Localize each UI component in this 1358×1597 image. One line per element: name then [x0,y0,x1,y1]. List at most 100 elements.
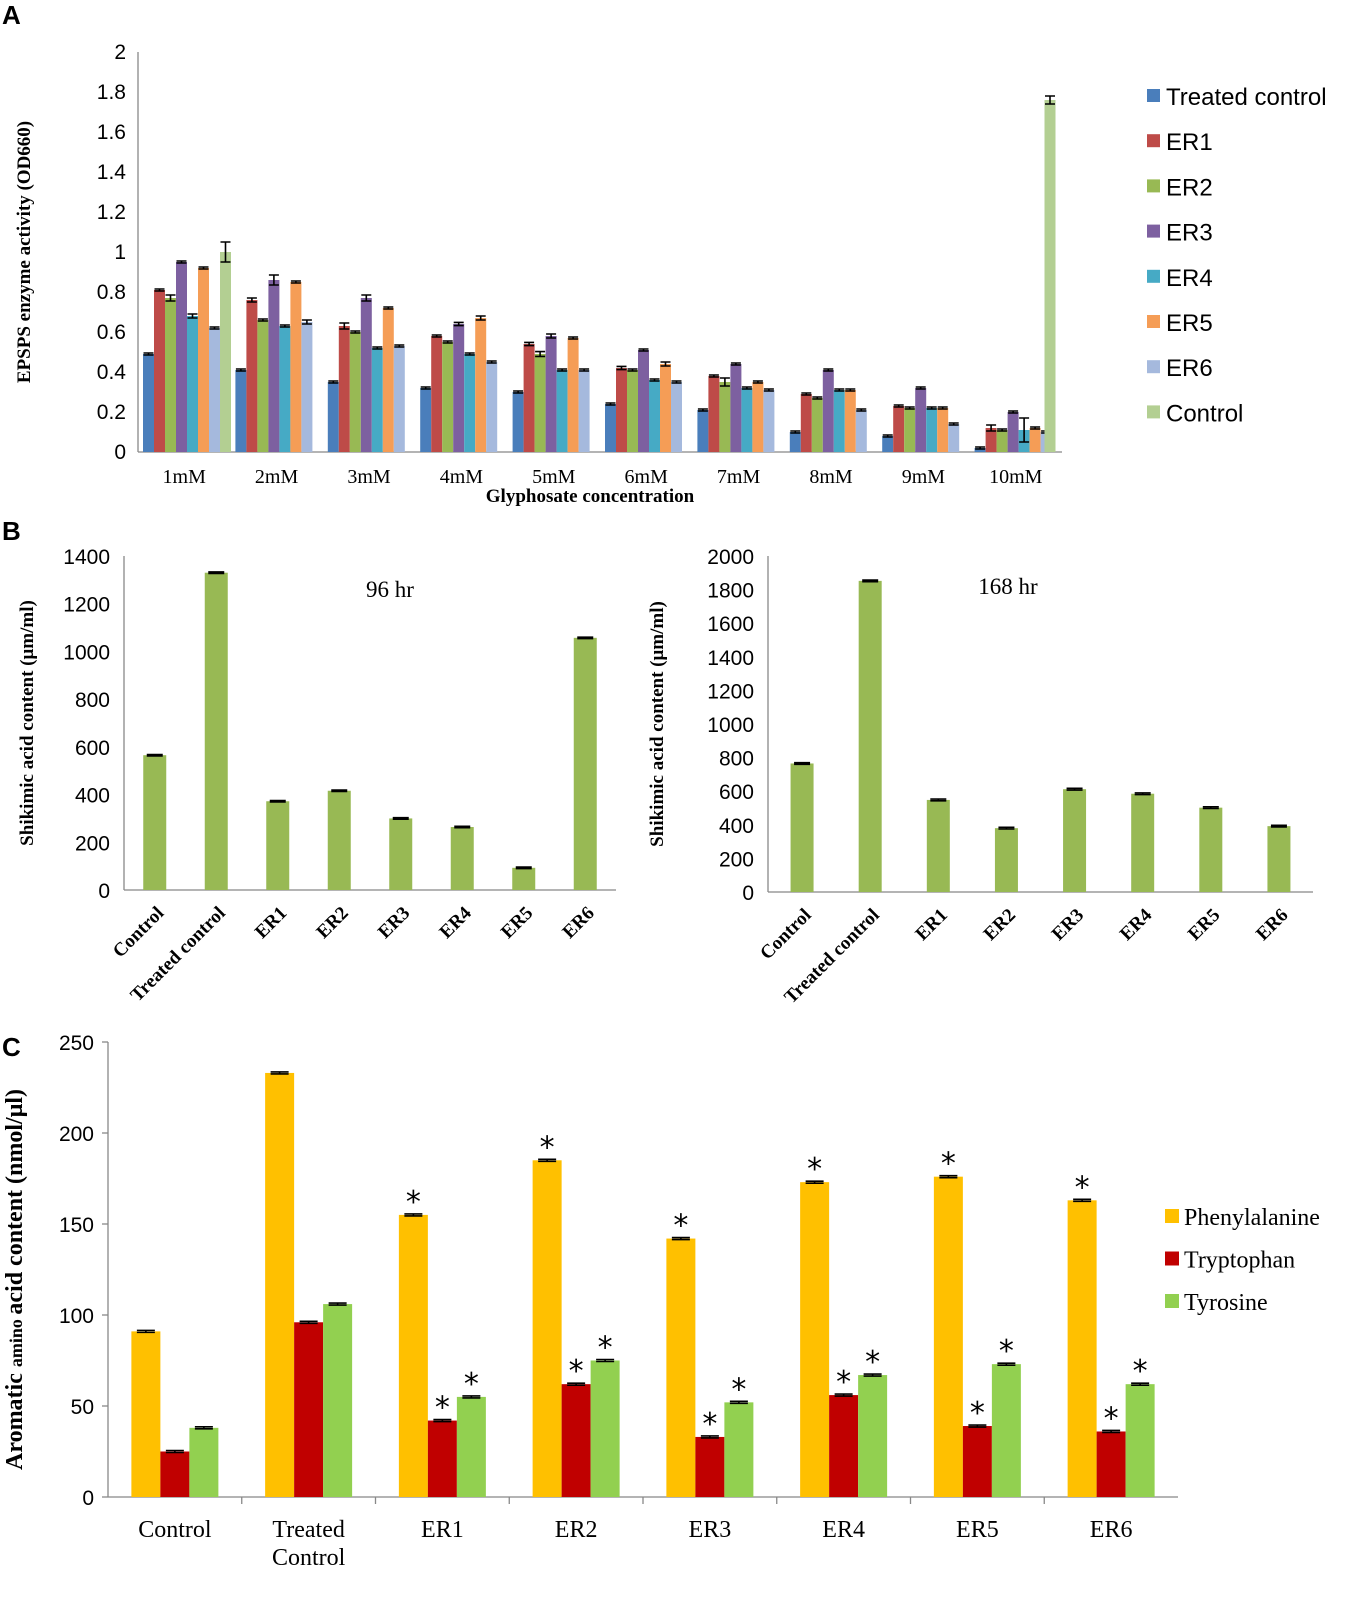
a-error-bar [176,260,187,264]
b168-bar [994,828,1018,892]
a-error-bar [616,365,627,371]
a-legend-label: Treated control [1166,84,1327,111]
a-y-tick-label: 0 [114,441,126,464]
a-error-bar [697,408,708,412]
a-bar [268,280,280,452]
b96-x-tick-label: Control [109,903,168,962]
a-error-bar [834,388,845,392]
b168-bar [1199,807,1223,892]
a-bar [730,364,742,452]
a-x-tick-label: 3mM [347,466,391,488]
a-bar [371,348,383,452]
a-error-bar [220,241,231,263]
a-x-tick-label: 1mM [163,466,207,488]
c-error-bar [1102,1429,1121,1434]
a-error-bar [882,434,893,438]
b168-y-tick-label: 1400 [707,647,754,670]
a-bar [349,332,361,452]
b168-y-tick-label: 1600 [707,613,754,636]
a-error-bar [997,428,1008,432]
b96-error-bar [331,789,348,793]
a-x-tick-label: 7mM [717,466,761,488]
b168-y-tick-label: 1000 [707,714,754,737]
a-y-tick-label: 0.2 [97,401,126,424]
c-significance-star: * [1075,1170,1090,1205]
a-bar [257,320,269,452]
c-error-bar [729,1400,748,1405]
a-x-tick-label: 4mM [440,466,484,488]
a-error-bar [801,392,812,396]
c-error-bar [700,1435,719,1439]
a-bar [844,390,856,452]
b96-error-bar [269,799,286,803]
b96-y-tick-label: 1400 [63,546,110,569]
c-error-bar [165,1449,184,1454]
a-bar [360,298,372,452]
b168-bar [858,580,882,892]
a-bar [763,390,775,452]
c-significance-star: * [702,1407,717,1442]
a-bar [926,408,938,452]
b168-x-tick-label: ER3 [1048,905,1088,945]
a-bar [800,394,812,452]
a-bar [752,382,764,452]
b168-error-bar [794,761,811,766]
a-x-tick-label: 10mM [989,466,1043,488]
b168-y-tick-label: 200 [719,848,754,871]
b96-bar [573,637,597,890]
c-error-bar [136,1329,155,1334]
c-x-tick-label: ER4 [822,1517,865,1543]
a-error-bar [453,321,464,327]
c-bar [829,1395,859,1497]
a-legend-label: Control [1166,400,1243,427]
a-error-bar [431,334,442,338]
b96-x-tick-label: ER3 [374,903,414,943]
b168-x-tick-label: ER5 [1184,905,1224,945]
a-y-axis-title: EPSPS enzyme activity (OD660) [14,121,35,383]
c-bar [532,1160,562,1497]
b168-y-tick-label: 1800 [707,580,754,603]
c-y-tick-label: 100 [59,1305,94,1328]
a-bar [442,342,454,452]
c-error-bar [863,1373,882,1377]
a-error-bar [557,368,568,372]
b96-y-tick-label: 600 [75,737,110,760]
chart-a-epsps: 0 0.2 0.4 0.6 0.8 1 1.2 1.4 1.6 1.8 2 1mM 2mM 3mM 4mM 5… [14,41,1327,507]
c-error-bar [567,1382,586,1386]
a-y-tick-label: 1.6 [97,121,126,144]
a-bar [985,428,997,452]
a-bar [176,262,187,452]
b96-bar [327,790,351,890]
a-bar [789,432,801,452]
c-error-bar [671,1236,690,1241]
a-bar [338,326,350,452]
c-bar [858,1375,888,1497]
c-significance-star: * [1133,1354,1148,1389]
c-significance-star: * [598,1331,613,1366]
a-bar [464,354,476,452]
a-bar [882,436,894,452]
a-bar [649,380,660,452]
a-bar [1007,412,1019,452]
c-significance-star: * [731,1372,746,1407]
a-error-bar [986,424,997,432]
a-error-bar [790,430,801,434]
b168-error-bar [1066,787,1083,791]
b96-x-tick-label: ER4 [436,902,477,943]
a-error-bar [361,294,372,302]
a-error-bar [812,396,823,400]
b168-bar [1131,793,1155,892]
a-error-bar [350,330,361,334]
a-bar [246,300,258,452]
a-error-bar [257,318,268,322]
a-x-tick-label: 9mM [902,466,946,488]
a-bar [660,364,671,452]
a-legend-swatch [1147,269,1160,283]
c-x-tick-label: ER1 [421,1517,464,1543]
b96-error-bar [515,866,532,870]
a-legend-swatch [1147,179,1160,193]
a-error-bar [301,319,312,325]
a-bar [937,408,949,452]
c-error-bar [299,1320,318,1325]
